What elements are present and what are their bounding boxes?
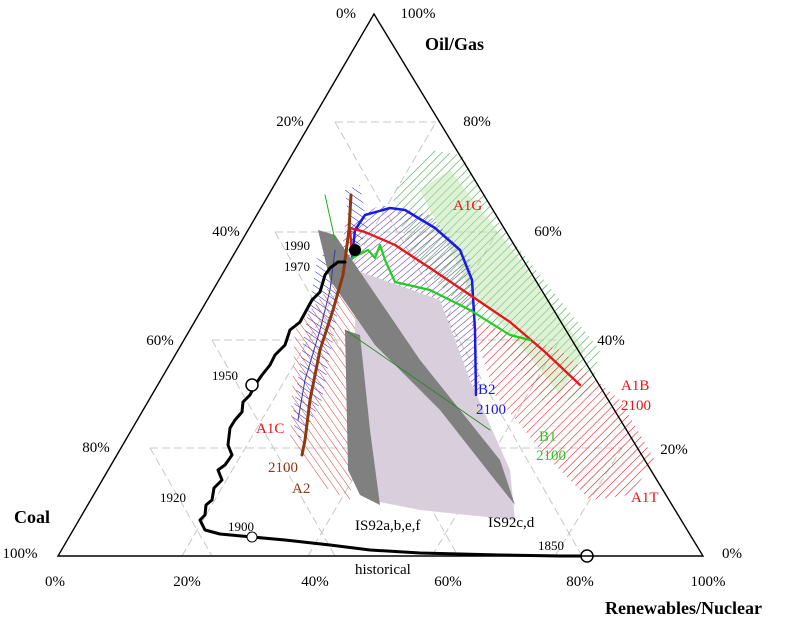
left-tick-60: 60% bbox=[146, 333, 174, 349]
label-a1g: A1G bbox=[453, 198, 482, 214]
left-tick-0: 0% bbox=[336, 6, 356, 22]
is92-gray-band bbox=[318, 230, 515, 505]
label-b1: B1 bbox=[539, 429, 557, 445]
label-a2-year: 2100 bbox=[268, 460, 298, 476]
label-is92cd: IS92c,d bbox=[488, 515, 535, 531]
label-b1-year: 2100 bbox=[536, 448, 566, 464]
b1-thin-line bbox=[344, 329, 491, 431]
left-tick-80: 80% bbox=[82, 440, 110, 456]
label-a1t: A1T bbox=[631, 490, 659, 506]
right-tick-0: 0% bbox=[722, 546, 742, 562]
right-tick-80: 80% bbox=[463, 114, 491, 130]
left-tick-40: 40% bbox=[212, 224, 240, 240]
year-marker-1990 bbox=[349, 244, 361, 256]
year-labels: 1990 1970 1950 1920 1900 1850 bbox=[160, 238, 564, 553]
right-tick-60: 60% bbox=[534, 224, 562, 240]
right-edge-ticks: 100% 80% 60% 40% 20% 0% bbox=[401, 6, 743, 562]
axis-title-renewables: Renewables/Nuclear bbox=[605, 598, 762, 618]
year-1850: 1850 bbox=[538, 538, 564, 553]
left-tick-20: 20% bbox=[276, 114, 304, 130]
a2-region bbox=[290, 260, 360, 500]
right-tick-40: 40% bbox=[597, 333, 625, 349]
right-tick-100: 100% bbox=[401, 6, 436, 22]
a1g-thin-line bbox=[324, 194, 336, 241]
scenario-regions bbox=[290, 150, 655, 520]
bottom-tick-80: 80% bbox=[566, 574, 594, 590]
left-tick-100: 100% bbox=[3, 546, 38, 562]
label-a1b-year: 2100 bbox=[621, 398, 651, 414]
label-is92abef: IS92a,b,e,f bbox=[355, 518, 420, 534]
scenario-lines bbox=[198, 193, 594, 563]
year-1970: 1970 bbox=[284, 259, 310, 274]
label-b2-year: 2100 bbox=[476, 402, 506, 418]
label-a1b: A1B bbox=[621, 378, 649, 394]
year-marker-1950 bbox=[245, 378, 259, 392]
a1b-line bbox=[348, 226, 582, 387]
year-1950: 1950 bbox=[212, 368, 238, 383]
year-1900: 1900 bbox=[228, 519, 254, 534]
bottom-tick-100: 100% bbox=[691, 574, 726, 590]
a1c-line bbox=[297, 249, 336, 421]
axis-title-coal: Coal bbox=[14, 507, 50, 527]
bottom-tick-0: 0% bbox=[45, 574, 65, 590]
year-marker-1900 bbox=[246, 531, 258, 543]
year-1990: 1990 bbox=[284, 238, 310, 253]
label-a1c: A1C bbox=[256, 421, 284, 437]
right-tick-20: 20% bbox=[660, 442, 688, 458]
label-b2: B2 bbox=[478, 382, 496, 398]
axis-title-oil-gas: Oil/Gas bbox=[425, 34, 484, 54]
label-a2: A2 bbox=[292, 481, 310, 497]
year-1920: 1920 bbox=[160, 490, 186, 505]
bottom-edge-ticks: 0% 20% 40% 60% 80% 100% bbox=[45, 574, 726, 590]
bottom-tick-20: 20% bbox=[173, 574, 201, 590]
bottom-tick-40: 40% bbox=[301, 574, 329, 590]
ternary-triangle bbox=[56, 12, 705, 557]
historical-line bbox=[198, 260, 587, 558]
a1g-region-dots bbox=[420, 170, 585, 395]
scenario-labels: A1G A1B 2100 A1T B2 2100 B1 2100 A1C 210… bbox=[256, 198, 659, 578]
bottom-tick-60: 60% bbox=[434, 574, 462, 590]
a1g-region bbox=[392, 150, 600, 405]
is92-gray-band-2 bbox=[345, 330, 380, 505]
left-edge-ticks: 0% 20% 40% 60% 80% 100% bbox=[3, 6, 357, 562]
label-historical: historical bbox=[355, 562, 411, 578]
b1-line bbox=[350, 243, 532, 342]
a2-line bbox=[300, 193, 353, 457]
b2-line bbox=[350, 206, 478, 397]
a1t-region bbox=[470, 320, 655, 500]
